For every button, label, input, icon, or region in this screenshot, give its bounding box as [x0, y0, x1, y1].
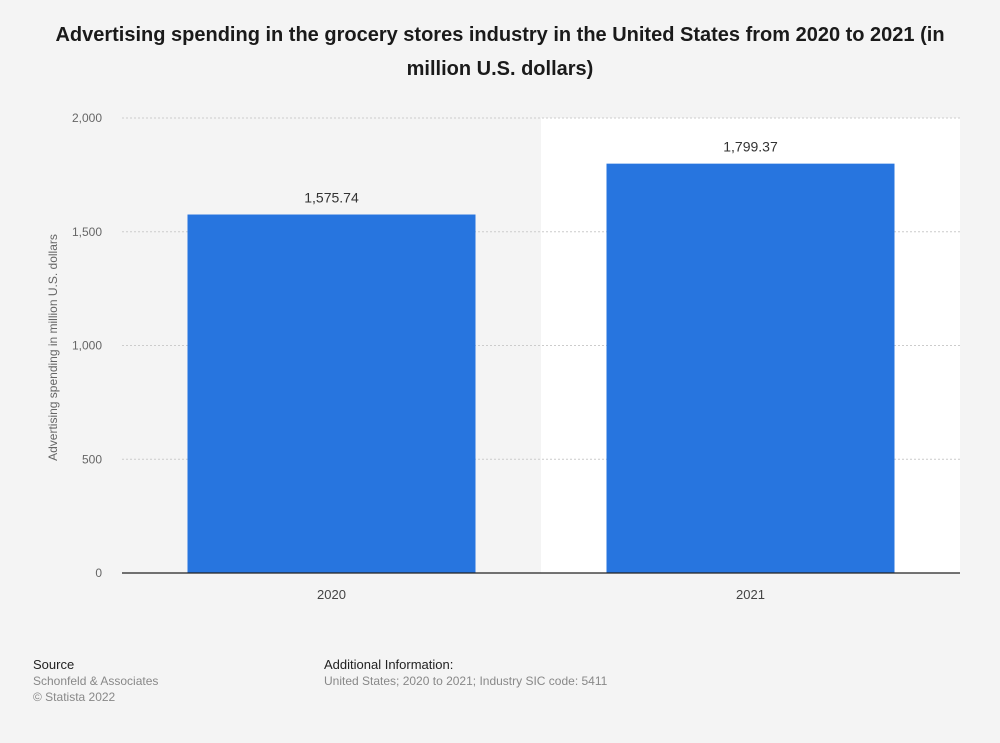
- bar-value-label: 1,799.37: [723, 139, 778, 155]
- additional-info-text: United States; 2020 to 2021; Industry SI…: [324, 674, 608, 688]
- x-tick-label: 2021: [736, 587, 765, 602]
- bar: [187, 214, 476, 573]
- y-tick-label: 1,500: [72, 225, 102, 239]
- copyright: © Statista 2022: [33, 690, 116, 704]
- chart-title: Advertising spending in the grocery stor…: [55, 24, 945, 80]
- y-tick-label: 500: [82, 452, 102, 466]
- bar-value-label: 1,575.74: [304, 190, 359, 206]
- y-axis-title: Advertising spending in million U.S. dol…: [46, 234, 60, 461]
- additional-info-block: Additional Information: United States; 2…: [324, 657, 607, 689]
- source-block: Source Schonfeld & Associates © Statista…: [33, 657, 158, 705]
- bar: [606, 163, 895, 574]
- y-tick-label: 1,000: [72, 339, 102, 353]
- source-heading: Source: [33, 657, 75, 672]
- y-tick-label: 0: [95, 566, 102, 580]
- additional-info-heading: Additional Information:: [324, 657, 454, 672]
- y-tick-label: 2,000: [72, 111, 102, 125]
- x-tick-label: 2020: [317, 587, 346, 602]
- source-name[interactable]: Schonfeld & Associates: [33, 674, 159, 688]
